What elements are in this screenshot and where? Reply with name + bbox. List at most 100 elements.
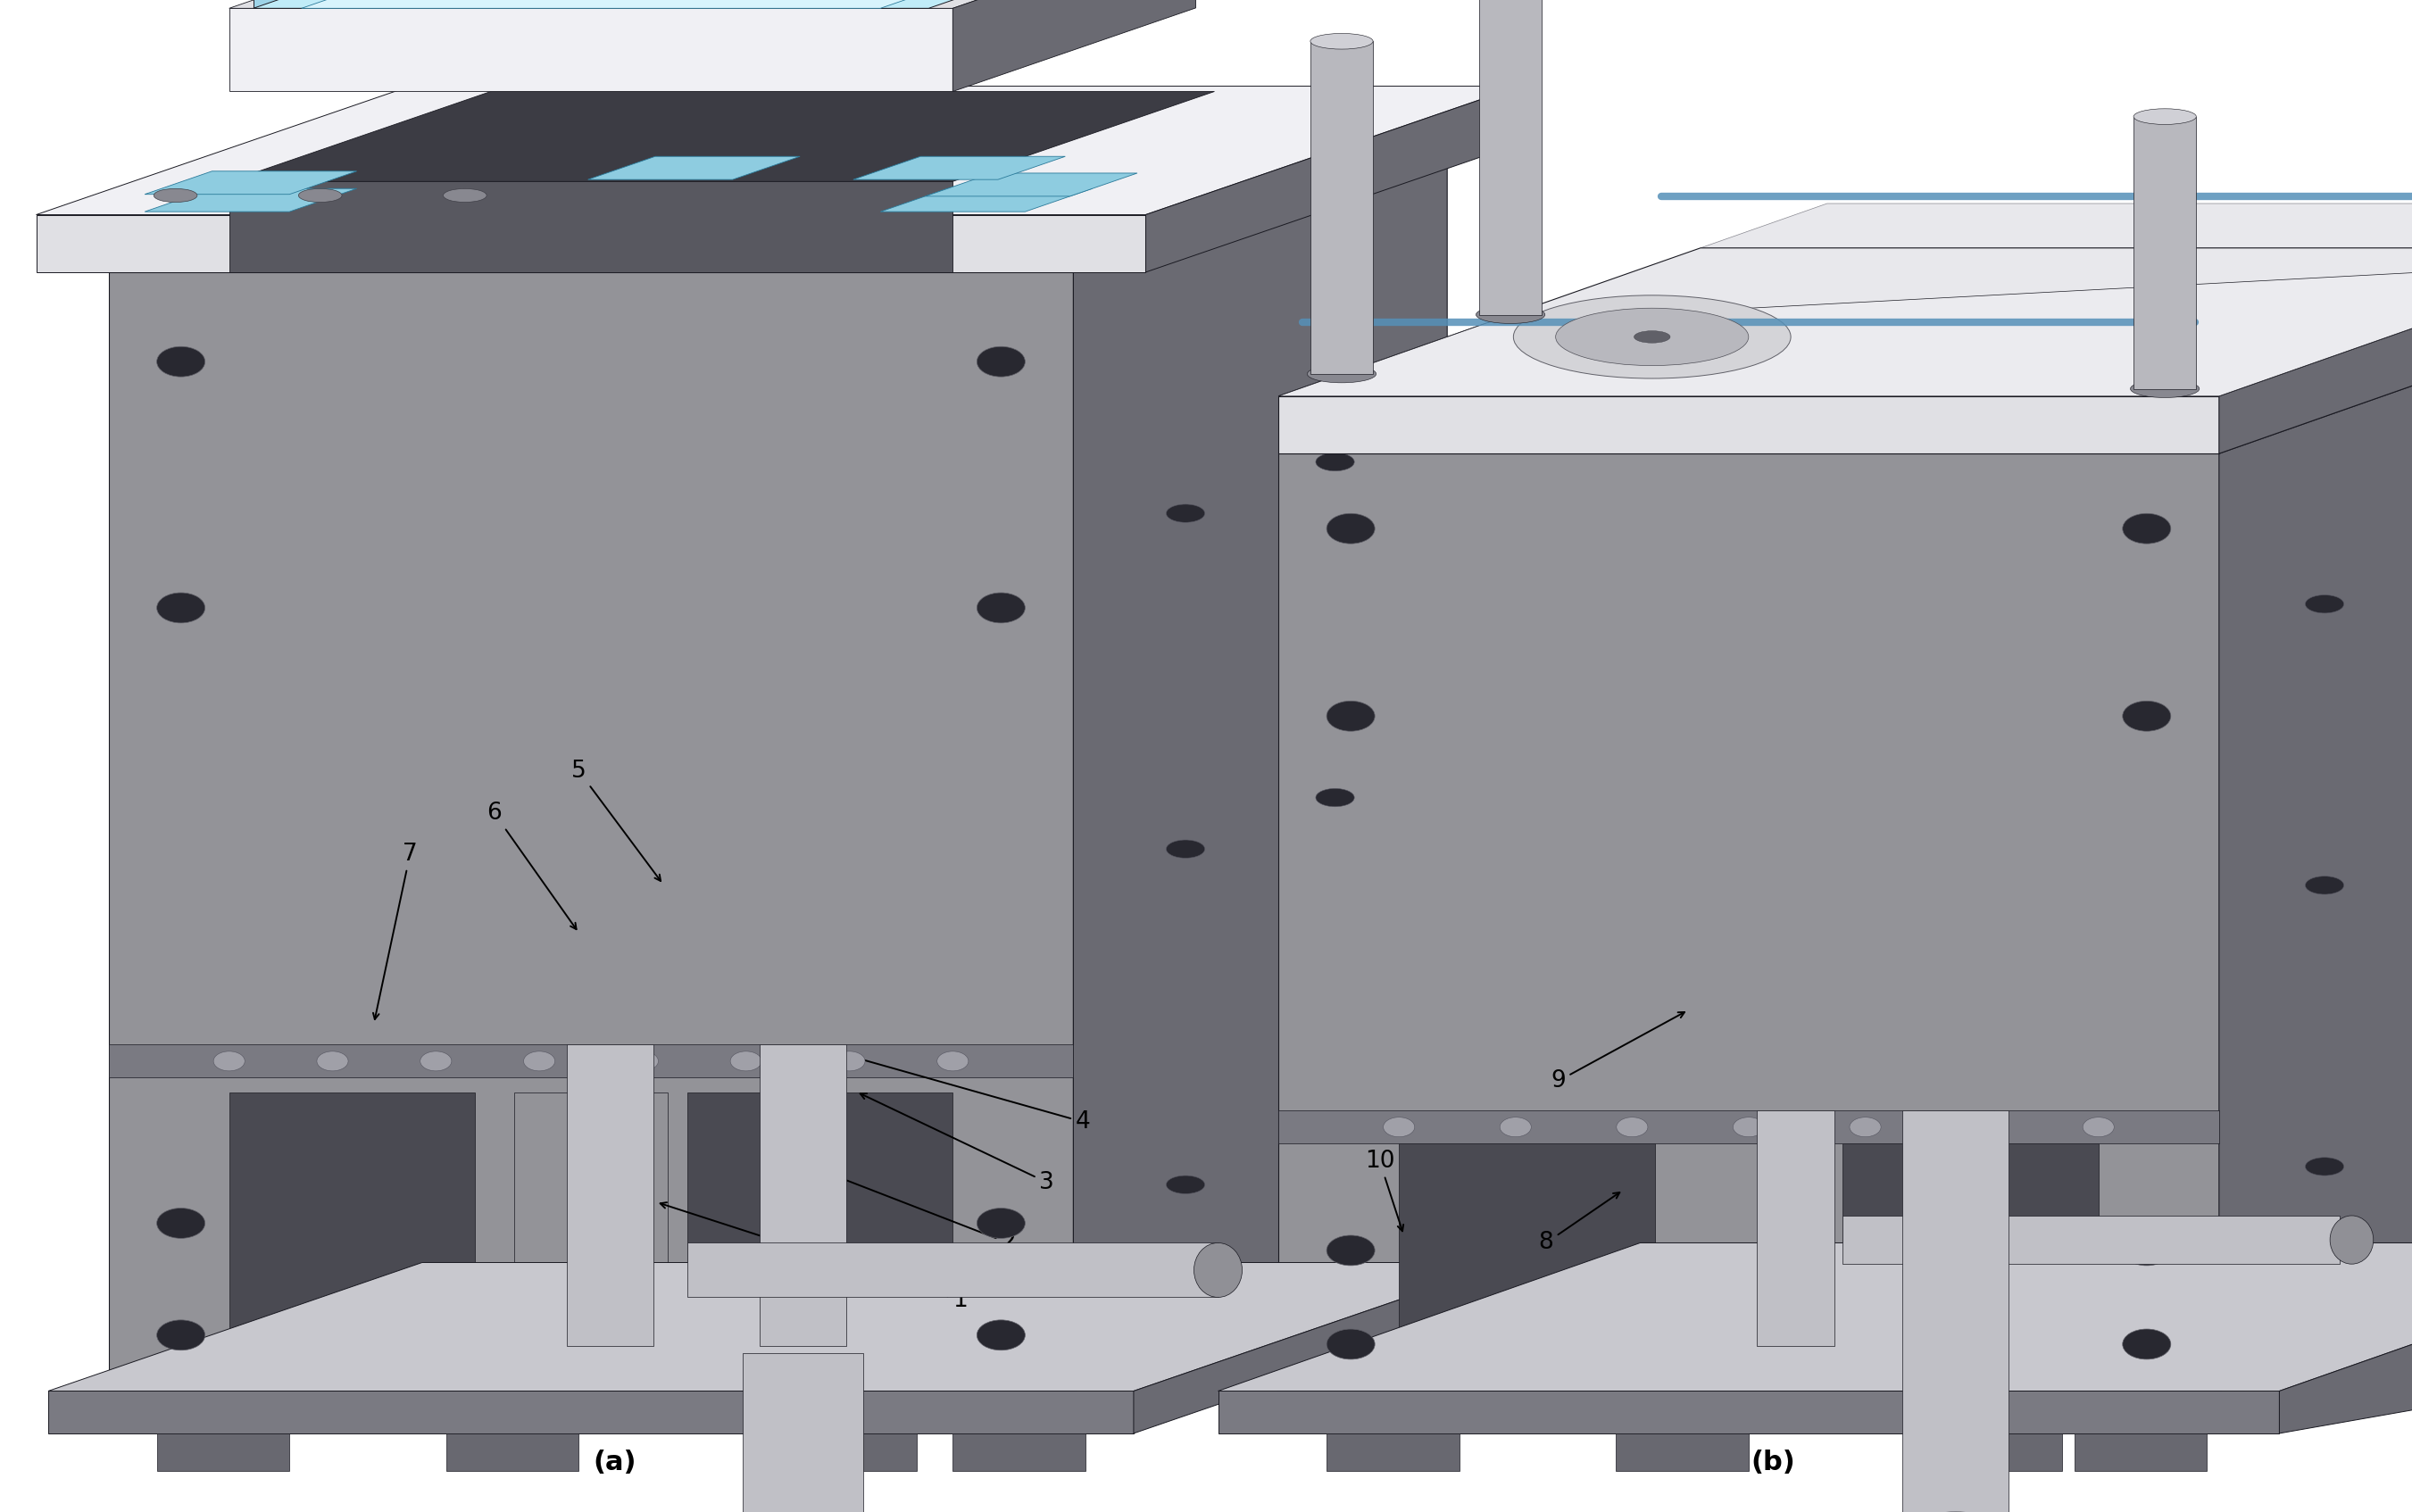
Ellipse shape <box>1732 1117 1766 1137</box>
Polygon shape <box>1310 41 1372 373</box>
Ellipse shape <box>1966 1117 1997 1137</box>
Text: 7: 7 <box>374 842 417 1019</box>
Ellipse shape <box>1165 505 1204 523</box>
Polygon shape <box>953 0 1196 91</box>
Ellipse shape <box>157 593 205 623</box>
Ellipse shape <box>2306 594 2344 614</box>
Polygon shape <box>229 8 953 91</box>
Polygon shape <box>1327 1433 1459 1471</box>
Polygon shape <box>1278 1110 2219 1143</box>
Ellipse shape <box>1310 33 1372 50</box>
Ellipse shape <box>1556 308 1749 366</box>
Polygon shape <box>1278 248 2412 396</box>
Polygon shape <box>589 156 801 180</box>
Ellipse shape <box>977 1320 1025 1350</box>
Polygon shape <box>109 144 1447 272</box>
Polygon shape <box>2279 1243 2412 1433</box>
Text: 5: 5 <box>572 759 661 881</box>
Polygon shape <box>1930 1433 2062 1471</box>
Polygon shape <box>229 1093 475 1331</box>
Ellipse shape <box>1194 1243 1242 1297</box>
Polygon shape <box>253 0 1153 8</box>
Polygon shape <box>1479 0 1541 314</box>
Ellipse shape <box>936 1051 970 1070</box>
Polygon shape <box>1843 1216 2340 1264</box>
Ellipse shape <box>2123 1235 2171 1266</box>
Ellipse shape <box>2130 380 2200 398</box>
Ellipse shape <box>1327 1329 1375 1359</box>
Polygon shape <box>48 1391 1134 1433</box>
Ellipse shape <box>2123 1329 2171 1359</box>
Polygon shape <box>1616 1433 1749 1471</box>
Ellipse shape <box>1327 1235 1375 1266</box>
Ellipse shape <box>1633 331 1669 343</box>
Polygon shape <box>109 272 1073 1391</box>
Polygon shape <box>687 1093 953 1331</box>
Polygon shape <box>1278 396 2219 454</box>
Ellipse shape <box>835 1051 866 1070</box>
Ellipse shape <box>2306 1158 2344 1176</box>
Text: 9: 9 <box>1551 1012 1684 1093</box>
Ellipse shape <box>977 1208 1025 1238</box>
Ellipse shape <box>2123 702 2171 732</box>
Ellipse shape <box>1307 364 1377 383</box>
Ellipse shape <box>157 346 205 376</box>
Polygon shape <box>157 1433 289 1471</box>
Polygon shape <box>1903 1110 2009 1512</box>
Text: 3: 3 <box>861 1093 1054 1194</box>
Polygon shape <box>302 0 1049 8</box>
Polygon shape <box>1399 1143 1655 1331</box>
Polygon shape <box>145 171 357 195</box>
Polygon shape <box>784 1433 917 1471</box>
Ellipse shape <box>1165 1176 1204 1194</box>
Ellipse shape <box>212 1051 246 1070</box>
Text: 10: 10 <box>1365 1149 1404 1231</box>
Ellipse shape <box>1317 454 1356 472</box>
Ellipse shape <box>977 346 1025 376</box>
Ellipse shape <box>420 1051 451 1070</box>
Polygon shape <box>926 174 1138 197</box>
Polygon shape <box>1218 1243 2412 1391</box>
Polygon shape <box>446 1433 579 1471</box>
Polygon shape <box>1218 1391 2279 1433</box>
Polygon shape <box>36 215 1146 272</box>
Polygon shape <box>743 1353 863 1512</box>
Ellipse shape <box>2082 1117 2113 1137</box>
Polygon shape <box>48 1263 1508 1391</box>
Polygon shape <box>229 0 1196 8</box>
Ellipse shape <box>2306 877 2344 895</box>
Ellipse shape <box>444 189 487 203</box>
Ellipse shape <box>2330 1216 2373 1264</box>
Polygon shape <box>2219 305 2412 1391</box>
Ellipse shape <box>1512 295 1790 378</box>
Ellipse shape <box>1616 1117 1647 1137</box>
Text: (b): (b) <box>1751 1448 1795 1476</box>
Ellipse shape <box>627 1051 658 1070</box>
Polygon shape <box>145 189 357 212</box>
Ellipse shape <box>157 1208 205 1238</box>
Polygon shape <box>953 1433 1085 1471</box>
Text: 1: 1 <box>661 1202 967 1312</box>
Ellipse shape <box>731 1051 762 1070</box>
Polygon shape <box>2219 248 2412 454</box>
Polygon shape <box>514 1093 668 1331</box>
Polygon shape <box>567 1045 654 1346</box>
Polygon shape <box>1756 1110 1833 1346</box>
Ellipse shape <box>1476 305 1546 324</box>
Polygon shape <box>253 0 929 8</box>
Ellipse shape <box>1500 1117 1532 1137</box>
Ellipse shape <box>1317 1125 1356 1143</box>
Text: 8: 8 <box>1539 1193 1618 1255</box>
Polygon shape <box>1278 263 2412 396</box>
Polygon shape <box>687 1243 1218 1297</box>
Ellipse shape <box>1165 839 1204 857</box>
Polygon shape <box>1278 454 2219 1391</box>
Ellipse shape <box>1384 1117 1413 1137</box>
Ellipse shape <box>157 1320 205 1350</box>
Ellipse shape <box>316 1051 347 1070</box>
Ellipse shape <box>2123 514 2171 544</box>
Polygon shape <box>854 156 1066 180</box>
Polygon shape <box>109 1045 1073 1078</box>
Polygon shape <box>760 1045 847 1346</box>
Text: 4: 4 <box>820 1046 1090 1134</box>
